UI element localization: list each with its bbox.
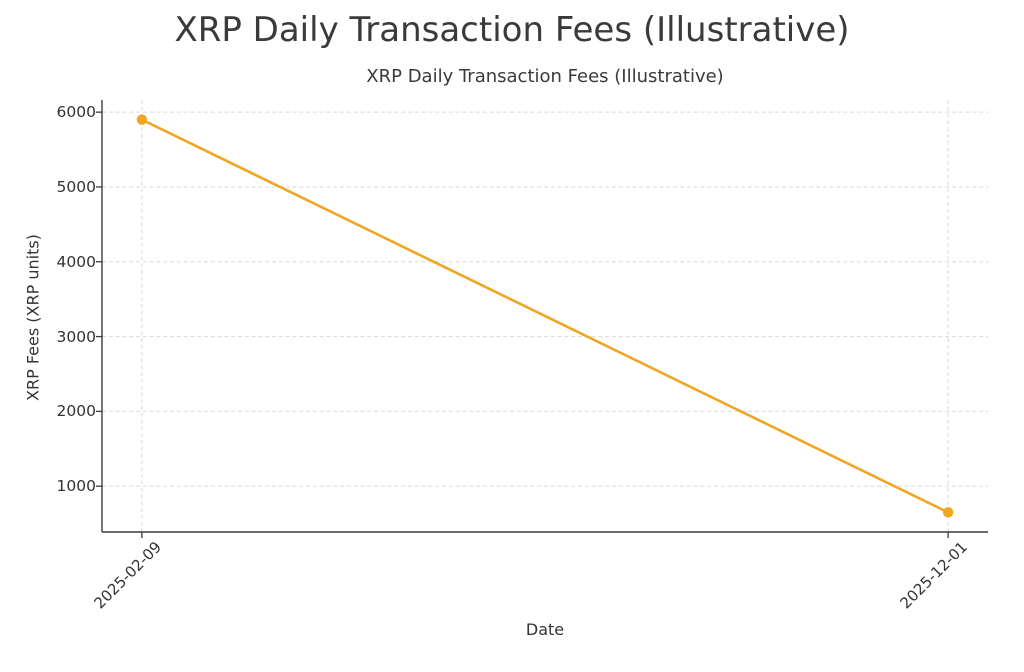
chart-title: XRP Daily Transaction Fees (Illustrative… xyxy=(366,66,724,87)
fee-line-series xyxy=(140,118,950,514)
figure-suptitle: XRP Daily Transaction Fees (Illustrative… xyxy=(174,10,850,50)
data-point-marker xyxy=(942,507,954,518)
y-tick-label: 6000 xyxy=(56,103,96,122)
y-tick-label: 5000 xyxy=(56,177,96,196)
y-tick-label: 2000 xyxy=(56,402,96,421)
y-axis-label: XRP Fees (XRP units) xyxy=(23,234,43,401)
x-axis-label: Date xyxy=(525,620,565,639)
y-tick-label: 3000 xyxy=(56,327,96,346)
y-tick-label: 4000 xyxy=(56,252,96,271)
y-tick-label: 1000 xyxy=(56,477,96,496)
data-point-marker xyxy=(136,114,148,125)
